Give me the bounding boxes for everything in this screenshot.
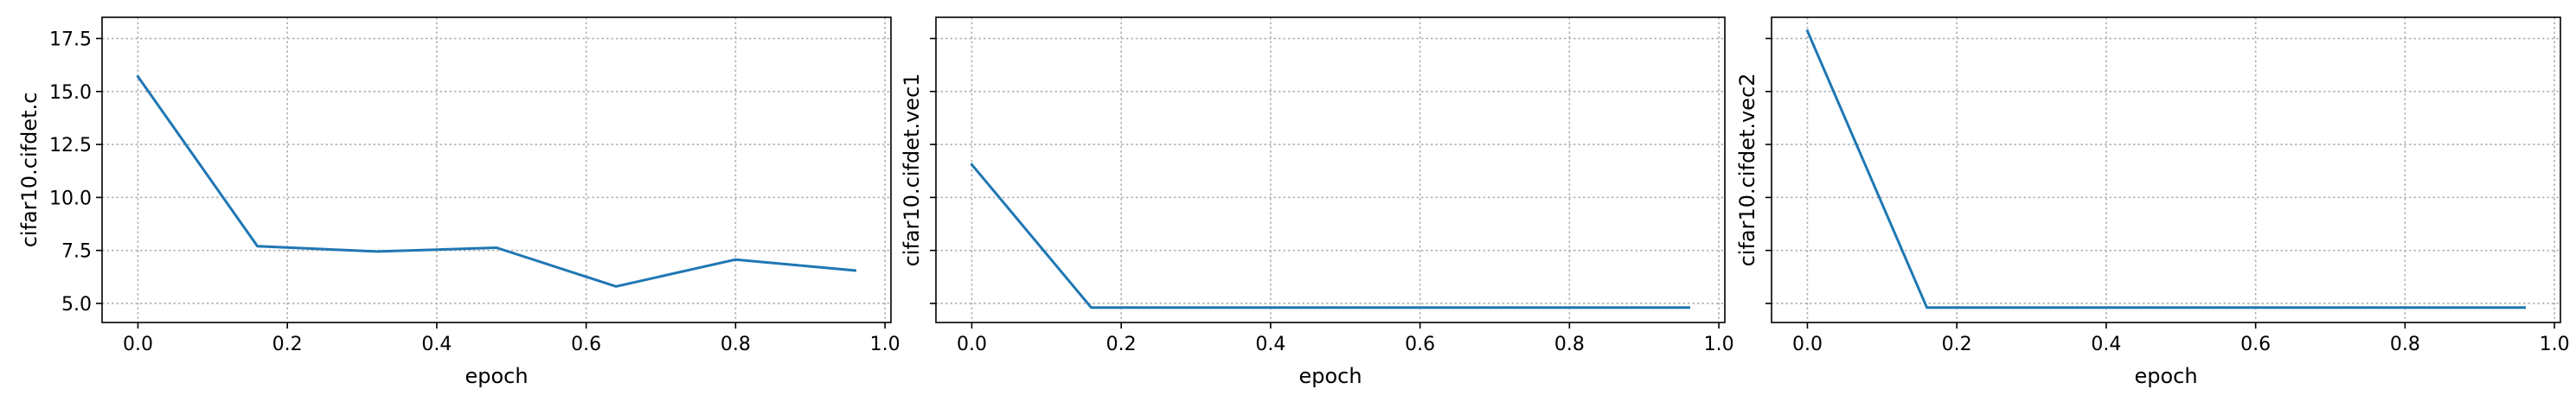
series-line	[1805, 29, 2526, 310]
series-line	[970, 163, 1690, 310]
series-line	[136, 74, 857, 288]
y-axis-label: cifar10.cifdet.c	[17, 93, 42, 248]
subplot-1: 0.0 0.2 0.4 0.6 0.8 1.0 5.0 7.5 10.0 12.5 15.0 17.5…	[17, 16, 900, 388]
x-axis-label: epoch	[1298, 364, 1362, 388]
x-tick-label: 0.6	[2240, 334, 2271, 355]
y-tick-label: 7.5	[61, 241, 92, 263]
x-tick-label: 1.0	[2540, 334, 2570, 355]
x-axis-label: epoch	[465, 364, 528, 388]
y-tick-label: 17.5	[49, 29, 92, 51]
x-axis-label: epoch	[2134, 364, 2197, 388]
subplot-2: 0.0 0.2 0.4 0.6 0.8 1.0 epoch cifar10.cifdet.ve…	[900, 16, 1734, 388]
x-tick-label: 0.8	[2390, 334, 2420, 355]
subplot-3: 0.0 0.2 0.4 0.6 0.8 1.0 epoch cifar10.cifdet.ve…	[1735, 16, 2570, 388]
axes-frame	[935, 16, 1726, 323]
x-tick-label: 0.2	[272, 334, 303, 355]
x-tick-label: 0.2	[1106, 334, 1137, 355]
y-tick-label: 10.0	[49, 188, 92, 209]
x-tick-label: 0.4	[2091, 334, 2121, 355]
x-tick-label: 0.4	[421, 334, 452, 355]
x-tick-label: 1.0	[1704, 334, 1734, 355]
x-tick-label: 0.0	[1792, 334, 1823, 355]
y-tick-label: 12.5	[49, 135, 92, 156]
x-tick-label: 0.0	[957, 334, 987, 355]
x-tick-label: 1.0	[870, 334, 900, 355]
x-tick-label: 0.2	[1942, 334, 1972, 355]
x-tick-label: 0.6	[571, 334, 601, 355]
y-axis-label: cifar10.cifdet.vec1	[900, 73, 924, 267]
x-tick-label: 0.6	[1405, 334, 1435, 355]
y-tick-label: 5.0	[61, 294, 92, 316]
axes-frame	[1771, 16, 2561, 323]
x-tick-label: 0.0	[123, 334, 153, 355]
axes-frame	[101, 16, 892, 323]
x-tick-label: 0.8	[721, 334, 751, 355]
x-tick-label: 0.8	[1554, 334, 1585, 355]
y-axis-label: cifar10.cifdet.vec2	[1735, 73, 1759, 267]
y-tick-label: 15.0	[49, 82, 92, 104]
x-tick-label: 0.4	[1255, 334, 1285, 355]
